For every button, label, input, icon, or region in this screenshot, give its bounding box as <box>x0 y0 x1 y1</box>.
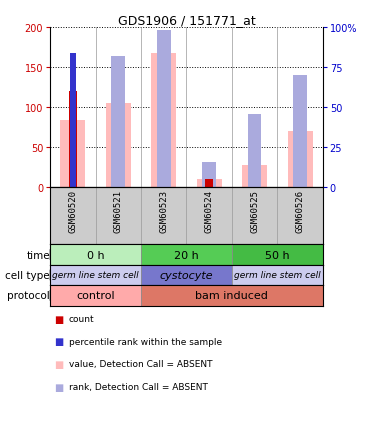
Bar <box>293 76 307 188</box>
Text: GSM60521: GSM60521 <box>114 190 123 233</box>
Text: germ line stem cell: germ line stem cell <box>52 271 139 280</box>
Text: control: control <box>76 291 115 301</box>
Text: 20 h: 20 h <box>174 250 199 260</box>
Bar <box>202 162 216 188</box>
Text: time: time <box>26 250 50 260</box>
Bar <box>232 245 323 265</box>
Bar <box>50 286 141 306</box>
Text: GSM60523: GSM60523 <box>159 190 168 233</box>
Bar <box>151 54 176 188</box>
Text: 0 h: 0 h <box>87 250 104 260</box>
Text: cell type: cell type <box>6 270 50 280</box>
Polygon shape <box>50 291 59 301</box>
Bar <box>69 92 77 188</box>
Text: bam induced: bam induced <box>196 291 268 301</box>
Title: GDS1906 / 151771_at: GDS1906 / 151771_at <box>118 14 255 27</box>
Bar <box>60 121 85 188</box>
Bar <box>141 286 323 306</box>
Text: ■: ■ <box>54 382 63 391</box>
Bar <box>106 103 131 188</box>
Bar <box>111 57 125 188</box>
Text: value, Detection Call = ABSENT: value, Detection Call = ABSENT <box>69 360 212 368</box>
Text: ■: ■ <box>54 337 63 346</box>
Bar <box>141 265 232 286</box>
Bar <box>205 180 213 188</box>
Bar <box>50 265 141 286</box>
Text: ■: ■ <box>54 314 63 324</box>
Text: GSM60520: GSM60520 <box>68 190 77 233</box>
Bar <box>50 245 141 265</box>
Text: cystocyte: cystocyte <box>160 270 213 280</box>
Bar <box>141 245 232 265</box>
Text: ■: ■ <box>54 359 63 369</box>
Bar <box>248 115 262 188</box>
Bar <box>70 54 76 188</box>
Text: 50 h: 50 h <box>265 250 290 260</box>
Bar <box>157 31 171 188</box>
Bar <box>197 180 221 188</box>
Text: GSM60524: GSM60524 <box>205 190 214 233</box>
Bar <box>232 265 323 286</box>
Text: germ line stem cell: germ line stem cell <box>234 271 321 280</box>
Text: protocol: protocol <box>7 291 50 301</box>
Bar <box>242 166 267 188</box>
Text: GSM60525: GSM60525 <box>250 190 259 233</box>
Bar <box>288 132 312 188</box>
Text: percentile rank within the sample: percentile rank within the sample <box>69 337 222 346</box>
Polygon shape <box>50 250 59 260</box>
Polygon shape <box>50 270 59 280</box>
Text: count: count <box>69 315 94 323</box>
Text: rank, Detection Call = ABSENT: rank, Detection Call = ABSENT <box>69 382 207 391</box>
Text: GSM60526: GSM60526 <box>296 190 305 233</box>
